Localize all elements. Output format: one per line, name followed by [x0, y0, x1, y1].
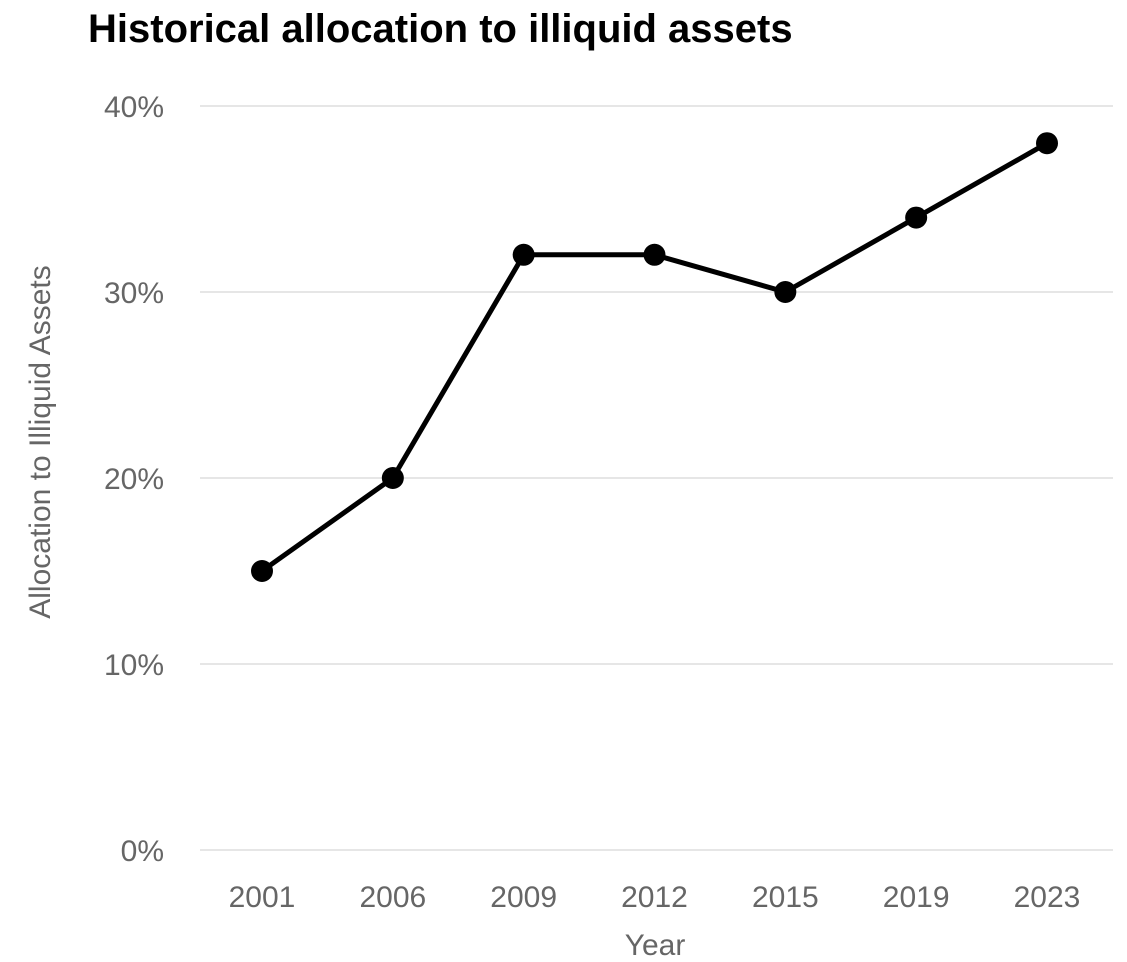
x-tick-label: 2006: [359, 881, 426, 914]
x-axis-label: Year: [625, 929, 686, 962]
grid: [200, 105, 1113, 851]
x-tick-label: 2019: [883, 881, 950, 914]
series-line: [259, 140, 1050, 574]
data-point[interactable]: [1036, 132, 1058, 155]
y-tick-label: 0%: [121, 835, 164, 868]
x-axis-ticks: 2001 2006 2009 2012 2015 2019 2023: [229, 881, 1081, 914]
data-point[interactable]: [381, 467, 404, 489]
data-point[interactable]: [905, 206, 928, 229]
x-tick-label: 2015: [752, 881, 819, 914]
chart-title: Historical allocation to illiquid assets: [88, 7, 793, 51]
series: [251, 132, 1058, 582]
y-tick-label: 40%: [104, 91, 164, 124]
y-axis-ticks: 0% 10% 20% 30% 40%: [104, 91, 164, 868]
data-point[interactable]: [251, 560, 273, 582]
x-tick-label: 2023: [1014, 881, 1081, 914]
data-point[interactable]: [774, 281, 797, 303]
y-tick-label: 20%: [104, 463, 164, 496]
x-tick-label: 2001: [229, 881, 296, 914]
data-point[interactable]: [512, 243, 535, 266]
y-tick-label: 30%: [104, 277, 164, 310]
data-point[interactable]: [643, 243, 666, 266]
x-tick-label: 2009: [490, 881, 557, 914]
y-axis-label: Allocation to Illiquid Assets: [24, 265, 57, 619]
x-tick-label: 2012: [621, 881, 688, 914]
y-tick-label: 10%: [104, 649, 164, 682]
